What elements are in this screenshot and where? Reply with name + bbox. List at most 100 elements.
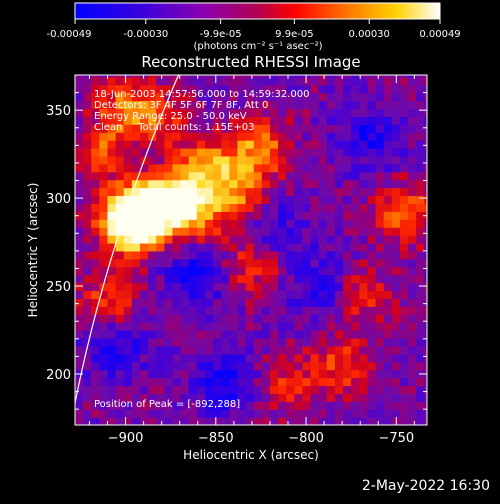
heatmap-cell	[286, 401, 295, 410]
heatmap-cell	[91, 203, 100, 212]
heatmap-cell	[172, 298, 182, 307]
heatmap-cell	[416, 322, 425, 331]
heatmap-cell	[253, 250, 263, 260]
heatmap-cell	[204, 242, 214, 252]
heatmap-cell	[359, 417, 369, 425]
heatmap-cell	[196, 337, 206, 347]
heatmap-cell	[245, 314, 255, 323]
heatmap-cell	[115, 337, 125, 347]
heatmap-cell	[286, 195, 295, 204]
heatmap-cell	[375, 92, 385, 102]
heatmap-cell	[367, 322, 377, 331]
heatmap-cell	[83, 140, 92, 149]
heatmap-cell	[253, 417, 263, 425]
heatmap-cell	[180, 258, 190, 268]
heatmap-cell	[334, 306, 344, 315]
heatmap-cell	[408, 179, 417, 189]
heatmap-cell	[302, 282, 312, 292]
heatmap-cell	[424, 203, 427, 212]
heatmap-cell	[172, 242, 182, 252]
heatmap-cell	[139, 84, 149, 94]
heatmap-cell	[196, 274, 206, 284]
heatmap-cell	[123, 155, 133, 165]
heatmap-cell	[424, 179, 427, 189]
heatmap-cell	[237, 306, 247, 315]
heatmap-cell	[375, 203, 385, 212]
heatmap-cell	[229, 227, 239, 236]
heatmap-cell	[391, 290, 401, 299]
heatmap-cell	[310, 258, 320, 268]
heatmap-cell	[221, 132, 230, 141]
heatmap-cell	[83, 235, 92, 244]
heatmap-cell	[148, 369, 157, 379]
heatmap-cell	[318, 163, 328, 173]
heatmap-cell	[294, 235, 304, 244]
heatmap-cell	[367, 171, 377, 181]
heatmap-cell	[383, 124, 393, 133]
heatmap-cell	[213, 401, 222, 410]
heatmap-cell	[164, 409, 174, 418]
heatmap-cell	[131, 417, 141, 425]
heatmap-cell	[221, 306, 230, 315]
heatmap-cell	[107, 417, 117, 425]
heatmap-cell	[302, 116, 312, 125]
heatmap-cell	[172, 330, 182, 339]
heatmap-cell	[164, 203, 174, 212]
heatmap-cell	[83, 369, 92, 379]
heatmap-cell	[123, 393, 133, 402]
annotation-detectors: Detectors: 3F 4F 5F 6F 7F 8F, Att 0	[94, 100, 268, 111]
heatmap-cell	[424, 76, 427, 86]
heatmap-cell	[367, 140, 377, 149]
heatmap-cell	[391, 147, 401, 157]
heatmap-cell	[351, 100, 360, 110]
heatmap-cell	[253, 195, 263, 204]
heatmap-cell	[148, 242, 157, 252]
heatmap-cell	[148, 132, 157, 141]
heatmap-cell	[424, 108, 427, 117]
heatmap-cell	[91, 330, 100, 339]
heatmap-cell	[229, 258, 239, 268]
heatmap-cell	[139, 306, 149, 315]
heatmap-cell	[75, 75, 84, 78]
heatmap-cell	[156, 322, 165, 331]
heatmap-cell	[188, 116, 198, 125]
heatmap-cell	[83, 75, 92, 78]
heatmap-cell	[213, 314, 222, 323]
chart-title: Reconstructed RHESSI Image	[141, 53, 360, 71]
heatmap-cell	[278, 203, 287, 212]
heatmap-cell	[391, 298, 401, 307]
heatmap-cell	[302, 274, 312, 284]
heatmap-cell	[164, 179, 174, 189]
heatmap-cell	[83, 266, 92, 276]
heatmap-cell	[286, 100, 295, 110]
heatmap-cell	[99, 274, 109, 284]
heatmap-cell	[148, 195, 157, 204]
heatmap-cell	[399, 187, 409, 197]
heatmap-cell	[213, 227, 222, 236]
heatmap-cell	[334, 282, 344, 292]
heatmap-cell	[237, 401, 247, 410]
heatmap-cell	[237, 298, 247, 307]
heatmap-cell	[286, 76, 295, 86]
heatmap-cell	[107, 385, 117, 394]
heatmap-cell	[269, 266, 279, 276]
heatmap-cell	[261, 116, 271, 125]
heatmap-cell	[229, 298, 239, 307]
heatmap-cell	[424, 409, 427, 418]
heatmap-cell	[123, 306, 133, 315]
annotation-clean-counts: Clean Total counts: 1.15E+03	[94, 122, 254, 133]
heatmap-cell	[278, 219, 287, 228]
heatmap-cell	[139, 227, 149, 236]
heatmap-cell	[245, 353, 255, 363]
heatmap-cell	[343, 258, 352, 268]
heatmap-cell	[237, 330, 247, 339]
heatmap-cell	[408, 322, 417, 331]
heatmap-cell	[139, 235, 149, 244]
heatmap-cell	[180, 155, 190, 165]
heatmap-cell	[123, 187, 133, 197]
heatmap-cell	[91, 258, 100, 268]
heatmap-cell	[245, 219, 255, 228]
heatmap-cell	[326, 274, 336, 284]
heatmap-cell	[107, 258, 117, 268]
heatmap-cell	[131, 290, 141, 299]
